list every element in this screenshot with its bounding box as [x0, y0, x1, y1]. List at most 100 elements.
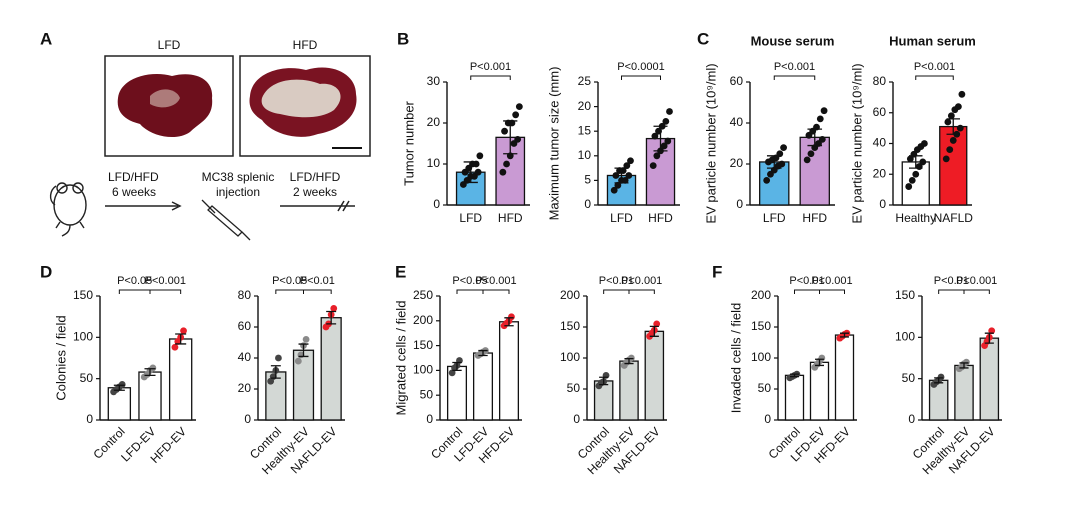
y-tick-label: 100: [413, 363, 433, 377]
error-bar: [452, 361, 462, 372]
mouse-icon: [49, 182, 87, 237]
p-value: P<0.01: [599, 275, 634, 287]
p-value: P<0.05: [117, 275, 152, 287]
y-tick-label: 50: [758, 381, 772, 395]
error-bar: [478, 349, 488, 357]
data-point: [778, 160, 786, 168]
bar: [809, 361, 830, 421]
y-tick-label: 0: [764, 412, 771, 426]
error-bar: [624, 357, 634, 365]
data-point: [614, 181, 622, 189]
panel-letter: E: [395, 262, 406, 281]
data-point: [515, 103, 523, 110]
y-axis-label: Colonies / field: [53, 315, 68, 400]
error-bar: [463, 161, 478, 184]
y-tick-label: 60: [238, 319, 252, 333]
chart-title: Mouse serum: [751, 33, 835, 48]
significance-bracket: [456, 289, 484, 294]
step-label: LFD/HFD: [290, 170, 341, 184]
data-point: [946, 146, 954, 154]
bar: [954, 364, 974, 421]
data-point: [149, 364, 157, 372]
liver-texture: [150, 89, 180, 108]
y-tick-label: 0: [433, 197, 440, 211]
y-tick-label: 20: [427, 115, 441, 129]
y-axis-label: Invaded cells / field: [728, 303, 743, 414]
y-tick-label: 100: [73, 330, 93, 344]
y-tick-label: 20: [730, 156, 744, 170]
y-tick-label: 250: [413, 288, 433, 302]
data-point: [118, 381, 126, 388]
y-tick-label: 100: [751, 350, 771, 364]
step-label: LFD/HFD: [108, 170, 159, 184]
data-point: [954, 103, 962, 110]
data-point: [949, 137, 957, 144]
y-tick-label: 50: [902, 371, 916, 385]
error-bar: [503, 120, 518, 155]
y-tick-label: 30: [427, 74, 441, 88]
p-value: P<0.001: [470, 61, 511, 73]
p-value: P<0.05: [452, 275, 487, 287]
data-point: [503, 160, 510, 168]
error-bar: [934, 377, 944, 384]
significance-bracket: [603, 289, 630, 294]
p-value: P<0.001: [774, 61, 815, 73]
x-tick-label: HFD: [498, 211, 523, 225]
data-point: [962, 358, 970, 366]
y-tick-label: 15: [578, 123, 592, 137]
significance-bracket: [621, 75, 661, 80]
error-bar: [984, 332, 994, 344]
y-tick-label: 60: [873, 105, 887, 119]
significance-bracket: [938, 289, 965, 294]
step-label: 2 weeks: [293, 185, 337, 199]
panel-letter: D: [40, 262, 52, 281]
bar: [619, 360, 639, 421]
error-bar: [946, 118, 960, 135]
data-point: [807, 150, 815, 158]
error-bar: [807, 128, 823, 147]
y-axis-label: Tumor number: [401, 100, 416, 185]
data-point: [905, 183, 913, 190]
y-tick-label: 10: [427, 156, 441, 170]
y-tick-label: 40: [730, 115, 744, 129]
error-bar: [790, 373, 799, 378]
y-tick-label: 25: [578, 74, 592, 88]
error-bar: [175, 333, 187, 345]
panel-letter: A: [40, 29, 52, 48]
data-point: [944, 118, 952, 126]
data-point: [818, 136, 826, 143]
data-point: [912, 170, 920, 178]
data-point: [302, 336, 310, 343]
tumor-texture: [261, 79, 341, 118]
data-point: [763, 177, 771, 184]
data-point: [627, 157, 634, 165]
data-point: [947, 112, 955, 120]
y-tick-label: 0: [908, 412, 915, 426]
data-point: [625, 172, 633, 179]
data-point: [908, 177, 916, 184]
data-point: [820, 107, 828, 115]
y-tick-label: 0: [426, 412, 433, 426]
data-point: [780, 144, 787, 152]
y-axis-label: Maximum tumor size (mm): [546, 67, 561, 221]
error-bar: [766, 155, 782, 169]
y-tick-label: 0: [86, 412, 93, 426]
error-bar: [144, 368, 156, 377]
y-tick-label: 0: [573, 412, 580, 426]
data-point: [610, 186, 618, 194]
p-value: P<0.001: [621, 275, 662, 287]
panel-letter: F: [712, 262, 722, 281]
data-point: [988, 327, 996, 335]
significance-bracket: [794, 289, 820, 294]
y-tick-label: 0: [736, 197, 743, 211]
data-point: [653, 320, 661, 328]
error-bar: [959, 362, 969, 369]
significance-bracket: [149, 289, 182, 294]
error-bar: [298, 343, 309, 358]
significance-bracket: [482, 289, 510, 294]
bar: [168, 338, 193, 421]
p-value: P<0.001: [145, 275, 186, 287]
y-axis-label: EV particle number (10⁹/ml): [703, 63, 718, 223]
data-point: [956, 124, 964, 132]
error-bar: [649, 325, 659, 337]
